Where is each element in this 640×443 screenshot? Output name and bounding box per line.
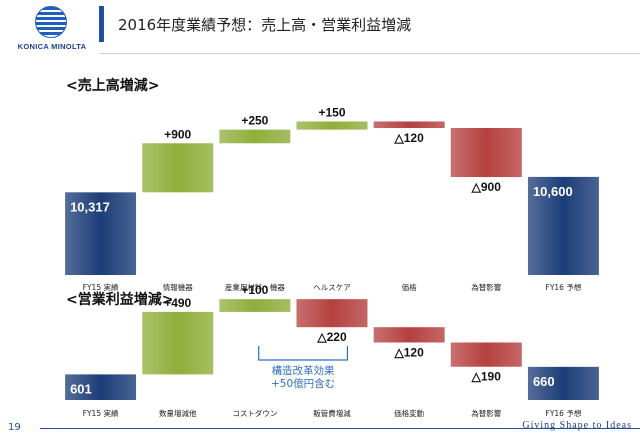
waterfall-bar bbox=[142, 311, 214, 375]
logo-text: KONICA MINOLTA bbox=[17, 42, 87, 51]
profit-section-title: <営業利益増減> bbox=[66, 292, 174, 308]
waterfall-bar bbox=[527, 176, 599, 275]
waterfall-bar bbox=[219, 299, 291, 312]
waterfall-bar bbox=[373, 327, 445, 343]
page-number: 19 bbox=[8, 422, 21, 433]
slide-header: KONICA MINOLTA 2016年度業績予想：売上高・営業利益増減 bbox=[0, 0, 640, 60]
data-label: 601 bbox=[70, 381, 92, 396]
data-label: 660 bbox=[533, 374, 555, 389]
data-label: +490 bbox=[164, 296, 191, 310]
waterfall-bar bbox=[142, 143, 214, 193]
waterfall-bar bbox=[450, 342, 522, 367]
data-label: +100 bbox=[241, 283, 268, 297]
data-label: +900 bbox=[164, 127, 191, 141]
globe-logo-icon bbox=[35, 6, 67, 38]
category-label: 為替影響 bbox=[471, 282, 501, 292]
category-label: 数量増減他 bbox=[159, 408, 197, 418]
category-label: 情報機器 bbox=[163, 282, 193, 292]
data-label: △220 bbox=[316, 330, 347, 344]
category-label: FY15 実績 bbox=[83, 282, 119, 292]
revenue-section-title: <売上高増減> bbox=[66, 78, 160, 94]
data-label: +150 bbox=[318, 105, 345, 119]
category-label: コストダウン bbox=[232, 408, 277, 418]
revenue-waterfall-chart: 10,317 FY15 実績 +900 情報機器 +250 産業用材料・機器 +150 ヘルス… bbox=[65, 105, 599, 292]
category-label: 価格 bbox=[402, 282, 417, 292]
category-label: 価格変動 bbox=[394, 408, 424, 418]
page-title: 2016年度業績予想：売上高・営業利益増減 bbox=[118, 16, 412, 34]
waterfall-bar bbox=[373, 121, 445, 129]
category-label: FY16 予想 bbox=[546, 408, 582, 418]
category-label: 産業用材料・機器 bbox=[225, 282, 285, 292]
waterfall-bar bbox=[296, 299, 368, 328]
data-label: 10,317 bbox=[70, 199, 110, 214]
data-label: △120 bbox=[394, 345, 425, 359]
waterfall-bar bbox=[450, 128, 522, 178]
category-label: FY16 予想 bbox=[546, 282, 582, 292]
annotation-text: +50億円含む bbox=[271, 377, 335, 390]
waterfall-bar bbox=[527, 366, 599, 400]
category-label: 為替影響 bbox=[471, 408, 501, 418]
data-label: +250 bbox=[241, 114, 268, 128]
konica-minolta-logo: KONICA MINOLTA bbox=[8, 6, 96, 56]
data-label: 10,600 bbox=[533, 184, 573, 199]
category-label: FY15 実績 bbox=[83, 408, 119, 418]
category-label: ヘルスケア bbox=[313, 283, 351, 292]
annotation-text: 構造改革効果 bbox=[272, 364, 335, 377]
data-label: △190 bbox=[471, 370, 502, 384]
tagline: Giving Shape to Ideas bbox=[522, 420, 632, 431]
data-label: △120 bbox=[394, 131, 425, 145]
footer-divider bbox=[40, 428, 640, 429]
waterfall-bar bbox=[219, 129, 291, 144]
annotation-bracket bbox=[258, 346, 349, 361]
waterfall-bar bbox=[65, 374, 137, 400]
category-label: 販管費増減 bbox=[313, 408, 351, 418]
data-label: △900 bbox=[471, 180, 502, 194]
waterfall-bar bbox=[296, 121, 368, 130]
title-accent-bar bbox=[99, 6, 104, 42]
header-divider bbox=[99, 53, 640, 54]
waterfall-bar bbox=[65, 192, 137, 275]
